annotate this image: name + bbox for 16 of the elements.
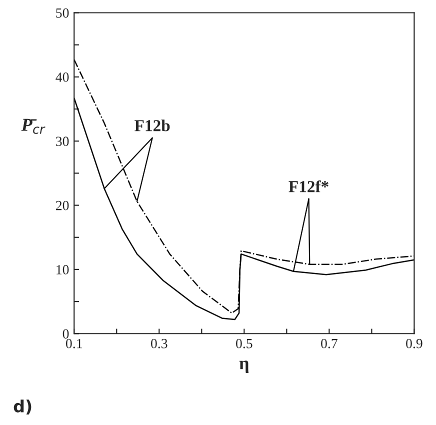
annotation: F12b [134, 120, 170, 132]
y-tick-label: 20 [56, 200, 69, 210]
x-tick-label: 0.3 [150, 338, 168, 348]
x-tick-label: 0.5 [236, 338, 252, 348]
x-tick-label: 0.1 [66, 338, 82, 348]
annotation: F12f* [288, 180, 328, 192]
y-tick-label: 10 [56, 265, 69, 274]
y-tick-label: 0 [62, 329, 69, 339]
x-axis-title: η [239, 360, 249, 374]
text: d) [14, 400, 32, 414]
x-tick-label: 0.7 [321, 338, 338, 348]
y-axis-title: P̄$_{cr}$ [21, 118, 46, 134]
y-tick-label: 50 [56, 8, 69, 18]
x-tick-label: 0.9 [406, 338, 422, 348]
y-tick-label: 30 [56, 136, 69, 146]
y-tick-label: 40 [56, 72, 69, 82]
